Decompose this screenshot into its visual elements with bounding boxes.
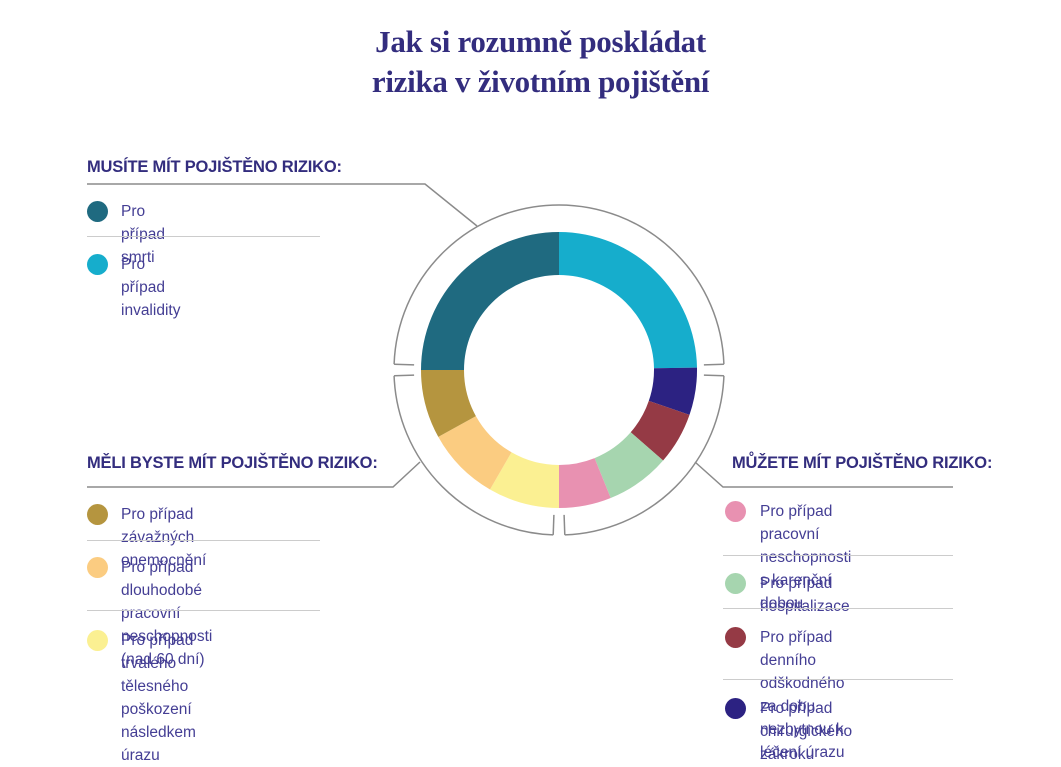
- donut-segment-7: [438, 416, 512, 490]
- outer-ring-gap-tick: [394, 363, 415, 366]
- separator: [723, 608, 953, 609]
- legend-item-hospitalization: Pro případ hospitalizace: [725, 572, 850, 618]
- separator: [87, 540, 320, 541]
- separator: [723, 555, 953, 556]
- outer-ring-gap-tick: [703, 374, 724, 377]
- color-dot-daily-compensation: [725, 627, 746, 648]
- pointer-line-should: [87, 461, 421, 488]
- outer-ring-gap-tick: [563, 514, 566, 535]
- donut-segment-4: [594, 432, 664, 498]
- legend-item-long-term-incapacity: Pro případ dlouhodobé pracovní neschopno…: [87, 556, 212, 671]
- donut-segment-8: [421, 370, 476, 437]
- legend-item-waiting-period-label: Pro případ pracovní neschopnosti s karen…: [760, 503, 852, 612]
- separator: [87, 610, 320, 611]
- page-title-line-1: Jak si rozumně poskládat: [375, 24, 706, 59]
- legend-item-permanent-injury-label: Pro případ trvalého tělesného poškození …: [121, 632, 196, 764]
- separator: [87, 236, 320, 237]
- legend-group-must-heading: MUSÍTE MÍT POJIŠTĚNO RIZIKO:: [87, 158, 342, 176]
- legend-group-can-heading: MŮŽETE MÍT POJIŠTĚNO RIZIKO:: [732, 454, 993, 472]
- color-dot-invalidity: [87, 254, 108, 275]
- donut-chart-canvas: [87, 183, 953, 536]
- legend-item-hospitalization-label: Pro případ hospitalizace: [760, 575, 850, 615]
- outer-ring-arc-3: [393, 204, 725, 365]
- legend-item-death-label: Pro případ smrti: [121, 203, 165, 266]
- legend-item-surgery-label: Pro případ chirurgického zákroku: [760, 700, 853, 763]
- legend-item-serious-illness: Pro případ závažných onemocnění: [87, 503, 206, 572]
- donut-segment-9: [421, 232, 559, 370]
- color-dot-death: [87, 201, 108, 222]
- outer-ring-gap-tick: [703, 363, 724, 366]
- legend-item-serious-illness-label: Pro případ závažných onemocnění: [121, 506, 207, 569]
- color-dot-permanent-injury: [87, 630, 108, 651]
- pointer-lines: [87, 183, 953, 488]
- donut-segment-1: [559, 232, 697, 369]
- legend-item-invalidity-label: Pro případ invalidity: [121, 256, 181, 319]
- color-dot-waiting-period: [725, 501, 746, 522]
- color-dot-hospitalization: [725, 573, 746, 594]
- outer-ring-gap-tick: [394, 374, 415, 377]
- outer-ring-gap-tick: [552, 514, 555, 535]
- color-dot-serious-illness: [87, 504, 108, 525]
- legend-group-should-heading: MĚLI BYSTE MÍT POJIŠTĚNO RIZIKO:: [87, 454, 378, 472]
- separator: [723, 679, 953, 680]
- pointer-line-can: [694, 461, 953, 488]
- pointer-line-must: [87, 183, 478, 227]
- legend-item-permanent-injury: Pro případ trvalého tělesného poškození …: [87, 629, 196, 767]
- legend-item-death: Pro případ smrti: [87, 200, 165, 269]
- legend-item-waiting-period: Pro případ pracovní neschopnosti s karen…: [725, 500, 851, 615]
- legend-item-invalidity: Pro případ invalidity: [87, 253, 180, 322]
- page-title-line-2: rizika v životním pojištění: [371, 64, 710, 99]
- donut-segment-6: [490, 452, 559, 508]
- donut-segment-5: [559, 458, 611, 509]
- outer-ring-arc-1: [564, 375, 725, 536]
- outer-ring-arc-2: [393, 375, 554, 536]
- donut-segment-2: [648, 367, 698, 415]
- page-title: Jak si rozumně poskládat rizika v životn…: [10, 22, 1061, 102]
- donut-segment-3: [630, 400, 690, 461]
- legend-item-surgery: Pro případ chirurgického zákroku: [725, 697, 852, 766]
- donut-chart: [421, 232, 698, 509]
- outer-ring-decoration: [393, 204, 725, 536]
- color-dot-long-term-incapacity: [87, 557, 108, 578]
- legend-item-long-term-incapacity-label: Pro případ dlouhodobé pracovní neschopno…: [121, 559, 213, 668]
- color-dot-surgery: [725, 698, 746, 719]
